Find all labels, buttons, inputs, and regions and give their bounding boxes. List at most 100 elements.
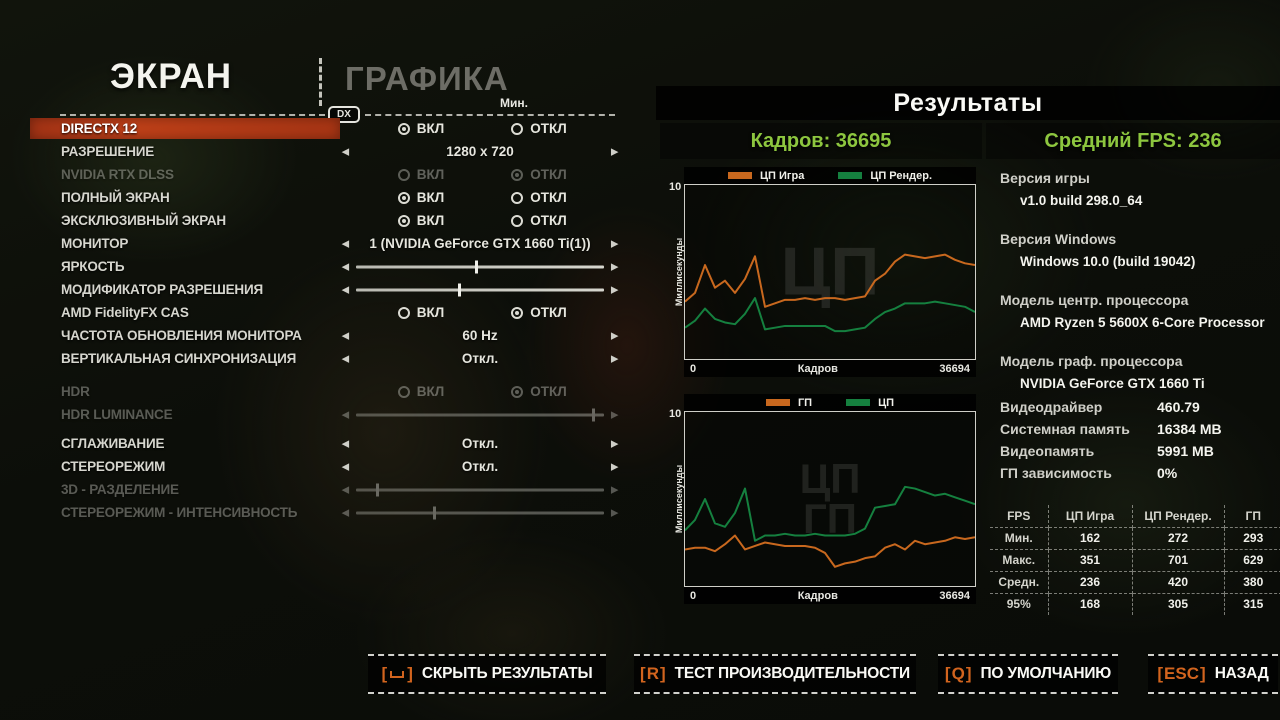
radio-option-on[interactable]: ВКЛ: [362, 121, 480, 136]
radio-option-off[interactable]: ОТКЛ: [480, 121, 598, 136]
slider-track[interactable]: [356, 283, 604, 296]
setting-label: DIRECTX 12: [30, 118, 340, 139]
setting-label: ВЕРТИКАЛЬНАЯ СИНХРОНИЗАЦИЯ: [61, 351, 297, 366]
selector-value[interactable]: 1 (NVIDIA GeForce GTX 1660 Ti(1)): [369, 236, 591, 251]
hide-results-button[interactable]: [] СКРЫТЬ РЕЗУЛЬТАТЫ: [368, 654, 606, 694]
hotkey-letter: ESC: [1164, 664, 1200, 683]
slider-track: [356, 483, 604, 496]
legend-item: ГП: [765, 397, 812, 409]
radio-option-label: ВКЛ: [416, 305, 445, 320]
slider-thumb: [591, 408, 595, 421]
radio-option-off[interactable]: ОТКЛ: [480, 305, 598, 320]
chart-legend: ЦП Игра ЦП Рендер.: [684, 167, 976, 184]
slider-decrease-icon[interactable]: ◀: [342, 261, 349, 271]
next-arrow-icon[interactable]: ▶: [611, 461, 618, 471]
bracket-left: [: [944, 664, 951, 683]
slider-increase-icon: ▶: [611, 507, 618, 517]
next-arrow-icon[interactable]: ▶: [611, 330, 618, 340]
slider-decrease-icon: ◀: [342, 484, 349, 494]
reset-defaults-button[interactable]: [Q] ПО УМОЛЧАНИЮ: [938, 654, 1118, 694]
hotkey-icon: [ESC]: [1157, 664, 1205, 684]
setting-label: СГЛАЖИВАНИЕ: [61, 436, 165, 451]
selector-value[interactable]: 1280 x 720: [446, 144, 514, 159]
tab-screen[interactable]: ЭКРАН: [110, 57, 233, 96]
selector-value[interactable]: Откл.: [461, 351, 499, 366]
x-axis-max-tick: 36694: [939, 589, 970, 602]
selector-value[interactable]: Откл.: [461, 436, 499, 451]
chart-plot-area: 10 Миллисекунды ЦП: [669, 181, 976, 360]
info-block: Модель граф. процессора NVIDIA GeForce GT…: [992, 353, 1280, 391]
setting-control: ◀ 1280 x 720 ▶: [340, 144, 620, 159]
setting-label: 3D - РАЗДЕЛЕНИЕ: [61, 482, 179, 497]
legend-swatch-icon: [765, 399, 790, 406]
info-block: Версия Windows Windows 10.0 (build 19042): [992, 231, 1280, 269]
bracket-left: [: [640, 664, 646, 683]
prev-arrow-icon[interactable]: ◀: [342, 146, 349, 156]
x-axis-min-tick: 0: [690, 362, 697, 375]
table-cell: 305: [1132, 592, 1225, 615]
x-axis-min-tick: 0: [690, 589, 697, 602]
table-row: Средн. 236 420 380: [990, 570, 1280, 593]
bracket-left: [: [381, 664, 388, 683]
setting-label: МОНИТОР: [61, 236, 129, 251]
back-button[interactable]: [ESC] НАЗАД: [1148, 654, 1278, 694]
legend-label: ЦП Рендер.: [870, 169, 933, 182]
x-axis-label: Кадров: [797, 589, 838, 602]
y-axis-label: Миллисекунды: [674, 464, 684, 534]
setting-row: HDR ВКЛ ОТКЛ: [30, 380, 620, 403]
legend-item: ЦП Рендер.: [838, 170, 932, 182]
run-benchmark-button[interactable]: [R] ТЕСТ ПРОИЗВОДИТЕЛЬНОСТИ: [634, 654, 916, 694]
radio-option-label: ВКЛ: [416, 167, 445, 182]
next-arrow-icon[interactable]: ▶: [611, 238, 618, 248]
radio-option-off[interactable]: ОТКЛ: [480, 213, 598, 228]
table-cell: 380: [1224, 570, 1280, 593]
prev-arrow-icon[interactable]: ◀: [342, 353, 349, 363]
slider-thumb[interactable]: [457, 283, 461, 296]
slider-thumb[interactable]: [475, 260, 479, 273]
radio-icon: [511, 385, 524, 398]
table-row-label: Средн.: [990, 570, 1049, 593]
setting-label: ЧАСТОТА ОБНОВЛЕНИЯ МОНИТОРА: [61, 328, 302, 343]
slider-increase-icon[interactable]: ▶: [611, 284, 618, 294]
radio-icon: [397, 191, 410, 204]
radio-option-on[interactable]: ВКЛ: [362, 305, 480, 320]
stat-row: Видеодрайвер 460.79: [992, 396, 1280, 418]
avg-fps: Средний FPS: 236: [1044, 129, 1222, 152]
slider-increase-icon[interactable]: ▶: [611, 261, 618, 271]
prev-arrow-icon[interactable]: ◀: [342, 238, 349, 248]
table-cell: 629: [1224, 548, 1280, 571]
table-row-label: Мин.: [990, 526, 1049, 549]
radio-option-on[interactable]: ВКЛ: [362, 190, 480, 205]
prev-arrow-icon[interactable]: ◀: [342, 438, 349, 448]
radio-option-on[interactable]: ВКЛ: [362, 213, 480, 228]
hotkey-letter: Q: [951, 664, 965, 683]
prev-arrow-icon[interactable]: ◀: [342, 330, 349, 340]
radio-icon: [397, 122, 410, 135]
slider-track[interactable]: [356, 260, 604, 273]
min-column-header: Мин.: [500, 96, 528, 110]
radio-option-label: ОТКЛ: [530, 167, 567, 182]
setting-row: СТЕРЕОРЕЖИМ - ИНТЕНСИВНОСТЬ ◀ ▶: [30, 501, 620, 524]
tab-graphics[interactable]: ГРАФИКА: [345, 60, 509, 97]
radio-option-off[interactable]: ОТКЛ: [480, 190, 598, 205]
slider-increase-icon: ▶: [611, 409, 618, 419]
slider-decrease-icon[interactable]: ◀: [342, 284, 349, 294]
next-arrow-icon[interactable]: ▶: [611, 353, 618, 363]
button-label: ПО УМОЛЧАНИЮ: [980, 665, 1112, 682]
setting-control: ВКЛ ОТКЛ: [340, 190, 620, 205]
bracket-right: ]: [659, 664, 666, 683]
next-arrow-icon[interactable]: ▶: [611, 146, 618, 156]
fps-summary-table: FPS ЦП Игра ЦП Рендер. ГП Мин. 162 272 293 Макс.…: [990, 505, 1280, 615]
info-value: Windows 10.0 (build 19042): [1020, 254, 1196, 269]
selector-value[interactable]: Откл.: [461, 459, 499, 474]
system-info-panel: Версия игры v1.0 build 298.0_64 Версия Win…: [992, 170, 1280, 414]
radio-option-label: ВКЛ: [416, 190, 445, 205]
info-value: NVIDIA GeForce GTX 1660 Ti: [1020, 376, 1205, 391]
selector-value[interactable]: 60 Hz: [462, 328, 498, 343]
radio-icon: [511, 168, 524, 181]
next-arrow-icon[interactable]: ▶: [611, 438, 618, 448]
setting-label: NVIDIA RTX DLSS: [61, 167, 174, 182]
prev-arrow-icon[interactable]: ◀: [342, 461, 349, 471]
legend-swatch-icon: [838, 172, 863, 179]
stat-row: ГП зависимость 0%: [992, 462, 1280, 484]
